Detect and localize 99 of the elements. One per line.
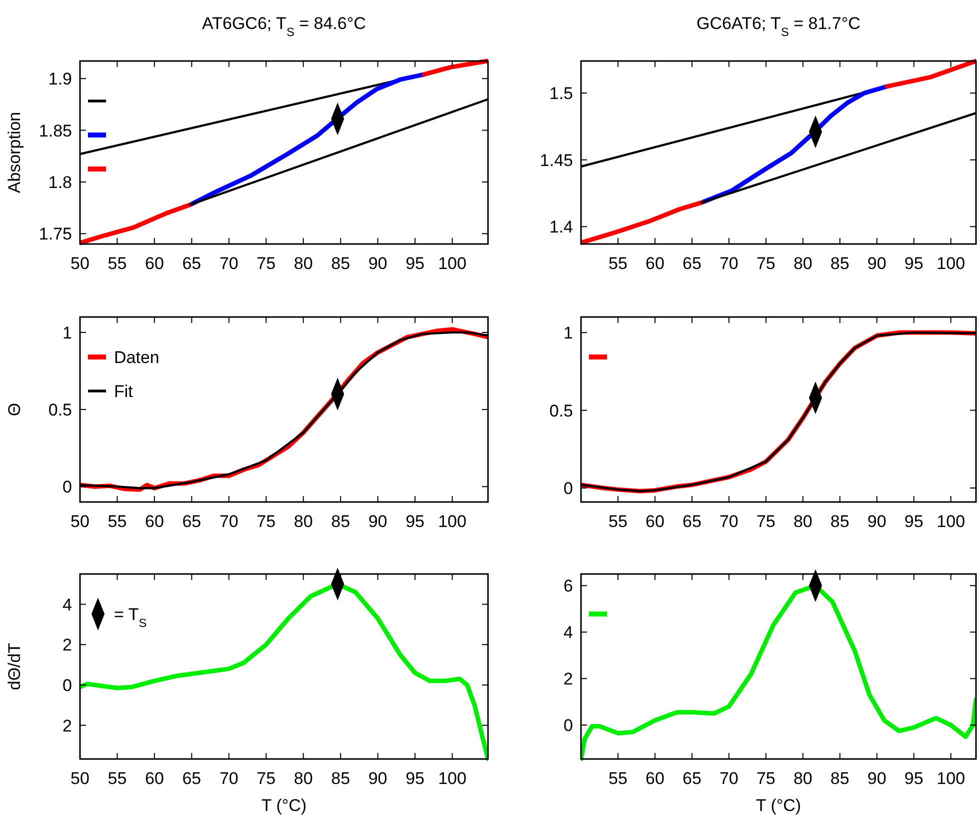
- x-tick-label: 90: [867, 254, 886, 273]
- x-tick-label: 65: [682, 254, 702, 273]
- y-tick-label: 1.5: [549, 84, 573, 104]
- x-tick-label: 70: [719, 254, 738, 273]
- x-tick-label: 65: [182, 254, 202, 273]
- x-tick-label: 70: [219, 512, 238, 531]
- x-tick-label: 75: [756, 512, 776, 531]
- x-tick-label: 100: [936, 769, 966, 788]
- x-tick-label: 75: [756, 769, 776, 788]
- x-tick-label: 70: [719, 769, 738, 788]
- x-tick-label: 70: [719, 512, 738, 531]
- x-tick-label: 100: [438, 769, 466, 788]
- y-axis-title: dΘ/dT: [5, 642, 24, 690]
- x-tick-label: 75: [256, 254, 276, 273]
- legend-label: Fit: [114, 382, 134, 401]
- x-tick-label: 60: [646, 512, 664, 531]
- x-tick-label: 70: [219, 769, 238, 788]
- x-tick-label: 75: [256, 769, 276, 788]
- line-series: [581, 200, 704, 245]
- x-tick-label: 60: [646, 254, 664, 273]
- line-series: [581, 583, 976, 762]
- x-tick-label: 90: [867, 769, 886, 788]
- x-tick-label: 100: [438, 254, 466, 273]
- x-tick-label: 95: [904, 512, 924, 531]
- x-axis-title: T (°C): [756, 796, 802, 815]
- line-series: [80, 582, 488, 762]
- legend-label: = T$_{S}$: [114, 605, 147, 630]
- x-tick-label: 100: [936, 254, 966, 273]
- x-tick-label: 85: [331, 512, 350, 531]
- y-tick-label: 1.45: [540, 150, 573, 170]
- y-tick-label: 1.4: [549, 218, 573, 237]
- x-tick-label: 65: [682, 512, 702, 531]
- x-tick-label: 65: [182, 512, 202, 531]
- y-tick-label: 0: [564, 716, 573, 736]
- x-tick-label: 80: [294, 512, 313, 531]
- y-tick-label: 0: [564, 479, 573, 498]
- x-tick-label: 55: [608, 254, 628, 273]
- x-tick-label: 70: [219, 254, 238, 273]
- x-tick-label: 100: [438, 512, 466, 531]
- x-tick-label: 75: [256, 512, 276, 531]
- x-tick-label: 80: [793, 512, 812, 531]
- x-axis-title: T (°C): [261, 796, 307, 815]
- x-tick-label: 95: [406, 769, 424, 788]
- x-tick-label: 95: [406, 254, 424, 273]
- y-axis-title: Θ: [5, 402, 24, 416]
- x-tick-label: 50: [70, 512, 90, 531]
- x-tick-label: 90: [368, 254, 388, 273]
- x-tick-label: 55: [108, 254, 127, 273]
- x-tick-label: 85: [830, 254, 850, 273]
- y-tick-label: 0: [62, 478, 72, 497]
- x-tick-label: 60: [646, 769, 664, 788]
- y-axis-title: Absorption: [5, 112, 24, 194]
- y-tick-label: 4: [62, 595, 72, 614]
- x-tick-label: 65: [682, 769, 702, 788]
- x-tick-label: 65: [182, 769, 202, 788]
- chart-title: GC6AT6; T$_{S}$ = 81.7°C: [696, 14, 860, 39]
- x-tick-label: 90: [368, 769, 388, 788]
- y-tick-label: 1: [564, 324, 573, 343]
- y-tick-label: 2: [564, 670, 573, 689]
- x-tick-label: 80: [294, 254, 313, 273]
- y-tick-label: 0.5: [48, 400, 72, 420]
- x-tick-label: 55: [608, 512, 628, 531]
- line-series: [80, 202, 192, 246]
- legend-label: Daten: [114, 348, 160, 367]
- x-tick-label: 95: [406, 512, 424, 531]
- x-tick-label: 55: [108, 769, 127, 788]
- x-tick-label: 50: [70, 254, 90, 273]
- x-tick-label: 75: [756, 254, 776, 273]
- x-tick-label: 85: [331, 769, 350, 788]
- y-tick-label: 1.8: [48, 172, 72, 192]
- line-series: [188, 72, 426, 207]
- x-tick-label: 80: [793, 254, 812, 273]
- chart-title: AT6GC6; T$_{S}$ = 84.6°C: [202, 14, 366, 39]
- x-tick-label: 55: [608, 769, 628, 788]
- x-tick-label: 100: [936, 512, 966, 531]
- x-tick-label: 60: [144, 512, 164, 531]
- x-tick-label: 80: [294, 769, 313, 788]
- y-tick-label: 1: [62, 323, 72, 342]
- x-tick-label: 90: [368, 512, 388, 531]
- y-tick-label: 4: [564, 623, 573, 642]
- y-tick-label: 1.85: [38, 121, 72, 140]
- y-tick-label: 1.75: [38, 224, 72, 244]
- x-tick-label: 90: [867, 512, 886, 531]
- x-tick-label: 60: [144, 254, 164, 273]
- y-tick-label: 2: [62, 716, 72, 736]
- x-tick-label: 55: [108, 512, 127, 531]
- x-tick-label: 80: [793, 769, 812, 788]
- y-tick-label: 0.5: [549, 401, 573, 420]
- x-tick-label: 85: [331, 254, 350, 273]
- x-tick-label: 95: [904, 769, 924, 788]
- x-tick-label: 85: [830, 769, 850, 788]
- x-tick-label: 50: [70, 769, 90, 788]
- y-tick-label: 0: [62, 676, 72, 695]
- x-tick-label: 85: [830, 512, 850, 531]
- y-tick-label: 1.9: [48, 70, 72, 89]
- x-tick-label: 60: [144, 769, 164, 788]
- y-tick-label: 2: [62, 636, 72, 655]
- x-tick-label: 95: [904, 254, 924, 273]
- y-tick-label: 6: [564, 576, 573, 596]
